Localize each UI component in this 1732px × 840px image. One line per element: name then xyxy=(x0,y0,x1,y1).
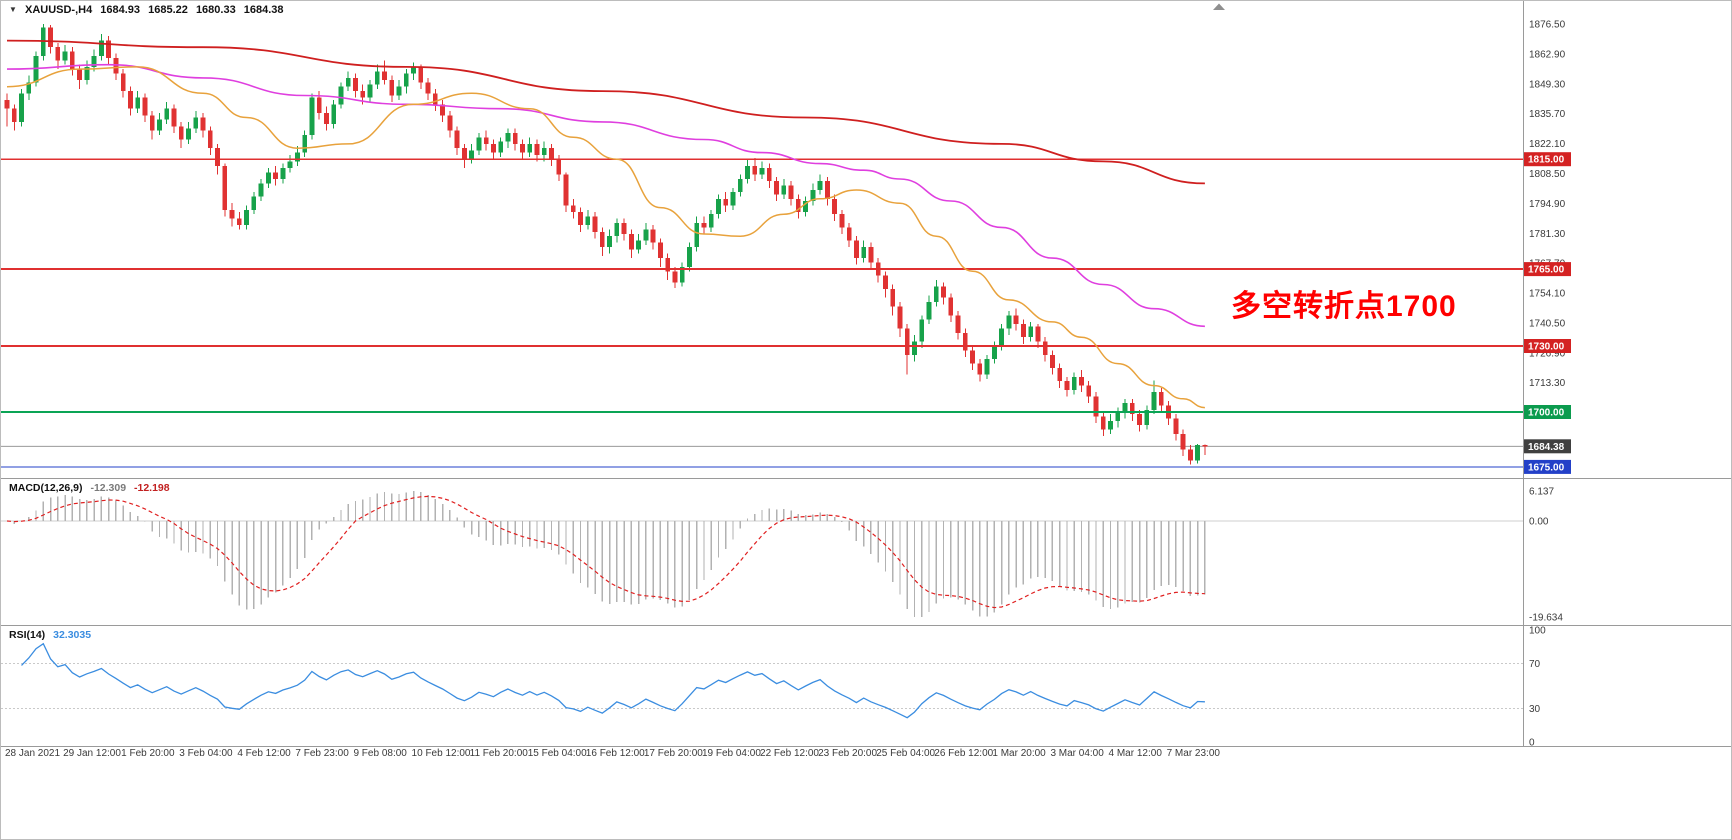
price-tag-1675.00: 1675.00 xyxy=(1524,459,1571,474)
price-tick-label: 1862.90 xyxy=(1529,50,1566,61)
pane-separator-main-macd[interactable] xyxy=(1,478,1731,479)
macd-scale-label: 0.00 xyxy=(1529,517,1549,528)
macd-label: MACD(12,26,9) -12.309 -12.198 xyxy=(9,482,175,494)
macd-histogram xyxy=(13,491,1206,617)
candles xyxy=(4,24,1208,465)
main-price-chart[interactable]: 1876.50 1862.90 1849.30 1835.70 1822.10 1808.… xyxy=(1,1,1732,479)
ma-mid-magenta[interactable] xyxy=(6,63,1205,328)
ohlc-low-value: 1680.33 xyxy=(195,4,236,16)
svg-text:1700.00: 1700.00 xyxy=(1528,408,1565,419)
svg-text:1675.00: 1675.00 xyxy=(1528,462,1565,473)
price-tick-label: 1849.30 xyxy=(1529,79,1566,90)
time-axis-label: 25 Feb 04:00 xyxy=(876,748,936,759)
time-axis-label: 29 Jan 12:00 xyxy=(63,748,121,759)
price-tick-label: 1822.10 xyxy=(1529,139,1566,150)
ohlc-open-value: 1684.93 xyxy=(100,4,141,16)
time-axis[interactable]: 28 Jan 2021 29 Jan 12:00 1 Feb 20:00 3 Feb … xyxy=(1,748,1731,763)
time-axis-label: 19 Feb 04:00 xyxy=(701,748,761,759)
price-tick-label: 1835.70 xyxy=(1529,109,1566,120)
time-axis-label: 1 Mar 20:00 xyxy=(992,748,1046,759)
svg-text:1815.00: 1815.00 xyxy=(1528,155,1565,166)
macd-main-value: -12.309 xyxy=(90,482,127,494)
time-axis-label: 9 Feb 08:00 xyxy=(353,748,407,759)
price-tick-label: 1740.50 xyxy=(1529,319,1566,330)
macd-scale-label: 6.137 xyxy=(1529,487,1554,498)
macd-signal-line xyxy=(6,495,1205,609)
time-axis-label: 22 Feb 12:00 xyxy=(760,748,819,759)
price-tick-label: 1876.50 xyxy=(1529,20,1566,31)
svg-text:1730.00: 1730.00 xyxy=(1528,342,1565,353)
rsi-indicator-pane[interactable]: 100 70 30 0 xyxy=(1,626,1732,746)
rsi-scale-label: 70 xyxy=(1529,659,1541,670)
price-axis-divider[interactable] xyxy=(1523,1,1524,746)
price-tick-label: 1754.10 xyxy=(1529,289,1566,300)
time-axis-label: 16 Feb 12:00 xyxy=(585,748,645,759)
rsi-line xyxy=(21,642,1205,719)
rsi-scale-label: 100 xyxy=(1529,626,1546,637)
rsi-value: 32.3035 xyxy=(53,629,92,641)
time-axis-label: 28 Jan 2021 xyxy=(5,748,61,759)
time-axis-label: 7 Mar 23:00 xyxy=(1166,748,1220,759)
time-axis-label: 11 Feb 20:00 xyxy=(469,748,528,759)
price-tick-label: 1713.30 xyxy=(1529,378,1566,389)
time-axis-label: 15 Feb 04:00 xyxy=(527,748,587,759)
ohlc-high-value: 1685.22 xyxy=(148,4,188,16)
rsi-name-label: RSI(14) xyxy=(9,629,46,641)
ma-slow-red[interactable] xyxy=(6,39,1205,185)
symbol-dropdown-icon: ▼ xyxy=(9,5,17,14)
price-tag-1700.00: 1700.00 xyxy=(1524,405,1571,419)
macd-signal-value: -12.198 xyxy=(134,482,170,494)
time-axis-label: 17 Feb 20:00 xyxy=(643,748,703,759)
time-axis-label: 4 Feb 12:00 xyxy=(237,748,291,759)
price-tag-1684.38: 1684.38 xyxy=(1524,439,1571,454)
price-tag-1730.00: 1730.00 xyxy=(1524,339,1571,353)
time-axis-label: 3 Feb 04:00 xyxy=(179,748,233,759)
annotation-text[interactable]: 多空转折点1700 xyxy=(1231,290,1457,323)
svg-text:1684.38: 1684.38 xyxy=(1528,442,1565,453)
time-axis-label: 3 Mar 04:00 xyxy=(1050,748,1104,759)
rsi-scale-label: 0 xyxy=(1529,738,1535,747)
time-axis-label: 7 Feb 23:00 xyxy=(295,748,349,759)
price-tick-label: 1808.50 xyxy=(1529,169,1566,180)
price-tick-label: 1794.90 xyxy=(1529,199,1566,210)
time-axis-label: 26 Feb 12:00 xyxy=(934,748,994,759)
price-tag-1815.00: 1815.00 xyxy=(1524,152,1571,167)
chart-ohlc-title: ▼ XAUUSD-,H4 1684.93 1685.22 1680.33 168… xyxy=(9,4,289,16)
macd-indicator-pane[interactable]: 6.137 0.00 -19.634 xyxy=(1,479,1732,626)
symbol-period-label: XAUUSD-,H4 xyxy=(24,4,93,16)
time-axis-label: 10 Feb 12:00 xyxy=(411,748,471,759)
ohlc-close-value: 1684.38 xyxy=(243,4,284,16)
rsi-label: RSI(14) 32.3035 xyxy=(9,629,96,641)
time-axis-label: 1 Feb 20:00 xyxy=(121,748,175,759)
pane-separator-rsi-time xyxy=(1,746,1731,747)
price-tick-label: 1726.90 xyxy=(1529,348,1566,359)
chart-shift-marker-icon[interactable] xyxy=(1213,3,1225,11)
time-axis-label: 23 Feb 20:00 xyxy=(818,748,878,759)
pane-separator-macd-rsi[interactable] xyxy=(1,625,1731,626)
macd-name-label: MACD(12,26,9) xyxy=(9,482,83,494)
ma-fast-orange[interactable] xyxy=(6,66,1205,409)
svg-text:1765.00: 1765.00 xyxy=(1528,265,1565,276)
price-tag-1765.00: 1765.00 xyxy=(1524,262,1571,277)
macd-scale-label: -19.634 xyxy=(1529,612,1563,623)
time-axis-label: 4 Mar 12:00 xyxy=(1108,748,1162,759)
rsi-scale-label: 30 xyxy=(1529,704,1541,715)
price-tick-label: 1781.30 xyxy=(1529,229,1566,240)
